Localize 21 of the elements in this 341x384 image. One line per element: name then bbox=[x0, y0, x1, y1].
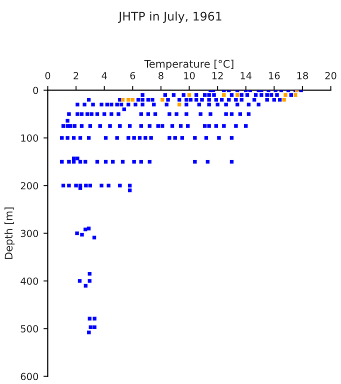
x-tick-label: 14 bbox=[240, 72, 252, 80]
y-tick-label: 500 bbox=[20, 325, 38, 332]
x-tick-label: 12 bbox=[212, 72, 223, 80]
y-tick-label: 300 bbox=[20, 230, 38, 238]
y-tick-label: 400 bbox=[20, 277, 38, 285]
y-tick-label: 200 bbox=[20, 182, 38, 190]
y-tick-label: 600 bbox=[20, 372, 38, 380]
x-tick-label: 16 bbox=[269, 72, 280, 80]
chart-title: JHTP in July, 1961 bbox=[118, 12, 222, 23]
y-tick-label: 100 bbox=[21, 134, 38, 142]
x-axis-title: Temperature [°C] bbox=[144, 60, 234, 70]
x-tick-label: 4 bbox=[102, 72, 107, 80]
x-tick-label: 6 bbox=[130, 72, 136, 80]
x-tick-label: 18 bbox=[297, 72, 308, 80]
y-axis-title: Depth [m] bbox=[4, 208, 15, 259]
x-tick-label: 8 bbox=[158, 72, 164, 80]
x-tick-label: 0 bbox=[45, 72, 50, 80]
x-tick-label: 10 bbox=[184, 72, 195, 80]
y-tick-label: 0 bbox=[33, 86, 38, 94]
x-tick-label: 2 bbox=[74, 72, 78, 80]
x-tick-label: 20 bbox=[325, 72, 336, 80]
